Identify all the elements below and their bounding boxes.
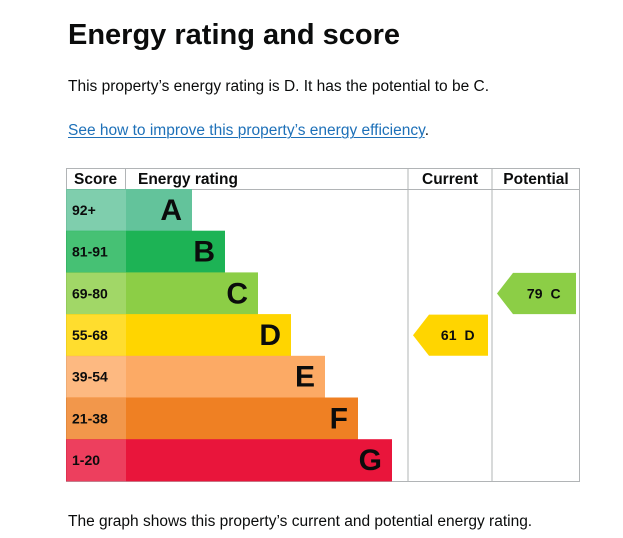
score-label-c: 69-80 xyxy=(72,285,108,301)
potential-rating-arrow xyxy=(497,272,576,315)
rating-letter-c: C xyxy=(226,277,248,310)
score-label-g: 1-20 xyxy=(72,452,100,468)
rating-letter-e: E xyxy=(295,361,315,394)
current-rating-arrow xyxy=(413,314,488,356)
header-current: Current xyxy=(422,171,478,188)
improve-link-suffix: . xyxy=(424,122,429,139)
header-score: Score xyxy=(74,171,117,188)
rating-summary-text: This property’s energy rating is D. It h… xyxy=(68,78,490,95)
rating-letter-g: G xyxy=(359,444,382,477)
rating-letter-b: B xyxy=(193,236,215,269)
score-cell-a xyxy=(66,189,126,232)
improve-efficiency-link[interactable]: See how to improve this property’s energ… xyxy=(68,122,425,139)
score-label-d: 55-68 xyxy=(72,327,108,343)
improve-link-line: See how to improve this property’s energ… xyxy=(68,121,429,141)
score-cell-c xyxy=(66,272,126,315)
current-rating-value: 61 xyxy=(441,327,457,343)
potential-rating-value: 79 xyxy=(527,286,543,302)
score-label-e: 39-54 xyxy=(72,369,108,385)
score-label-b: 81-91 xyxy=(72,244,108,260)
current-rating-rating: D xyxy=(465,327,475,343)
rating-letter-d: D xyxy=(259,319,281,352)
rating-bar-c xyxy=(126,272,258,315)
rating-bar-b xyxy=(126,230,225,273)
rating-bar-g xyxy=(126,439,392,482)
score-label-f: 21-38 xyxy=(72,410,108,426)
rating-letter-f: F xyxy=(330,402,348,435)
rating-bar-d xyxy=(126,314,291,357)
chart-caption: The graph shows this property’s current … xyxy=(68,513,533,530)
score-cell-d xyxy=(66,314,126,357)
score-label-a: 92+ xyxy=(72,202,96,218)
score-cell-e xyxy=(66,355,126,398)
page-title: Energy rating and score xyxy=(68,19,400,51)
score-cell-g xyxy=(66,439,126,482)
energy-rating-chart: Score Energy rating Current Potential 92+ A 81… xyxy=(66,168,580,482)
rating-letter-a: A xyxy=(160,194,182,227)
score-cell-f xyxy=(66,397,126,440)
header-energy-rating: Energy rating xyxy=(138,171,238,188)
potential-rating-rating: C xyxy=(551,286,561,302)
score-cell-b xyxy=(66,230,126,273)
rating-bar-e xyxy=(126,355,325,398)
header-potential: Potential xyxy=(503,171,568,188)
rating-bar-a xyxy=(126,189,192,232)
rating-bar-f xyxy=(126,397,358,440)
